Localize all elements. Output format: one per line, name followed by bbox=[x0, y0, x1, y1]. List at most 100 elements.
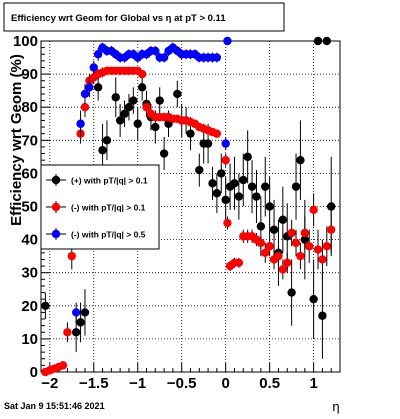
data-point bbox=[159, 149, 169, 158]
data-point bbox=[283, 258, 292, 267]
x-tick-label: 0.5 bbox=[259, 375, 280, 392]
data-point bbox=[278, 265, 288, 274]
data-point bbox=[239, 175, 248, 185]
data-point bbox=[318, 255, 327, 264]
x-tick-labels: −2 −1.5 −1 −0.5 0 0.5 1 bbox=[41, 375, 318, 392]
legend-marker bbox=[51, 175, 61, 185]
data-point bbox=[93, 50, 103, 59]
data-point bbox=[80, 103, 90, 112]
data-point bbox=[124, 103, 134, 112]
data-point bbox=[71, 308, 81, 317]
legend-label: (-) with pT/|q| > 0.1 bbox=[71, 203, 146, 213]
data-point bbox=[203, 139, 213, 148]
data-point bbox=[115, 116, 125, 125]
data-points bbox=[41, 36, 336, 377]
y-axis-label: Efficiency wrt Geom (%) bbox=[8, 54, 25, 226]
data-point bbox=[265, 202, 274, 211]
y-tick-label: 70 bbox=[21, 132, 38, 149]
data-point bbox=[252, 192, 261, 201]
y-tick-labels: 0 10 20 30 40 50 60 70 80 90 100 bbox=[13, 33, 38, 381]
data-point bbox=[76, 318, 85, 327]
data-point bbox=[300, 228, 310, 238]
data-point bbox=[287, 228, 296, 238]
data-point bbox=[41, 301, 50, 310]
data-point bbox=[313, 36, 323, 46]
data-point bbox=[274, 251, 283, 261]
data-point bbox=[63, 328, 72, 337]
data-point bbox=[208, 179, 217, 188]
legend-marker bbox=[51, 202, 61, 212]
y-tick-label: 90 bbox=[21, 66, 38, 83]
y-tick-label: 10 bbox=[21, 331, 38, 348]
data-point bbox=[318, 311, 327, 320]
data-point bbox=[212, 53, 222, 62]
data-point bbox=[89, 63, 98, 72]
y-tick-label: 60 bbox=[21, 165, 38, 182]
data-point bbox=[278, 215, 288, 224]
data-point bbox=[186, 129, 195, 138]
data-point bbox=[137, 69, 147, 79]
data-point bbox=[223, 36, 232, 46]
legend: (+) with pT/|q| > 0.1 (-) with pT/|q| > 0… bbox=[40, 164, 160, 250]
data-point bbox=[322, 36, 332, 46]
timestamp: Sat Jan 9 15:51:46 2021 bbox=[4, 401, 105, 411]
data-point bbox=[137, 83, 147, 92]
data-point bbox=[243, 152, 252, 162]
data-point bbox=[287, 288, 296, 297]
title-box bbox=[3, 2, 285, 32]
series-2 bbox=[41, 66, 336, 377]
x-tick-label: −1.5 bbox=[79, 375, 109, 392]
data-point bbox=[234, 192, 244, 201]
data-point bbox=[327, 225, 336, 234]
data-point bbox=[159, 53, 169, 62]
data-point bbox=[217, 169, 226, 178]
x-tick-label: 0 bbox=[222, 375, 230, 392]
data-point bbox=[230, 179, 239, 188]
data-point bbox=[151, 46, 160, 56]
chart-title: Efficiency wrt Geom for Global vs η at p… bbox=[11, 13, 226, 24]
data-point bbox=[261, 182, 270, 191]
data-point bbox=[133, 119, 142, 128]
y-tick-label: 40 bbox=[21, 232, 38, 249]
data-point bbox=[261, 248, 270, 258]
data-point bbox=[93, 83, 103, 92]
data-point bbox=[265, 242, 274, 251]
data-point bbox=[142, 103, 151, 112]
data-point bbox=[212, 189, 222, 198]
data-point bbox=[173, 89, 182, 99]
data-point bbox=[291, 182, 301, 191]
data-point bbox=[85, 83, 94, 92]
data-point bbox=[291, 238, 301, 248]
data-point bbox=[296, 155, 305, 165]
data-point bbox=[155, 96, 164, 105]
data-point bbox=[305, 242, 314, 251]
data-point bbox=[313, 245, 323, 254]
data-point bbox=[98, 146, 107, 155]
legend-marker bbox=[51, 229, 61, 239]
data-point bbox=[80, 89, 90, 99]
data-point bbox=[129, 96, 138, 105]
data-point bbox=[221, 155, 230, 165]
data-point bbox=[296, 251, 305, 261]
data-point bbox=[67, 251, 76, 261]
data-point bbox=[221, 139, 230, 148]
y-tick-label: 50 bbox=[21, 199, 38, 216]
legend-label: (-) with pT/|q| > 0.5 bbox=[71, 230, 146, 240]
series-3 bbox=[71, 36, 232, 323]
data-point bbox=[195, 165, 204, 175]
y-tick-label: 30 bbox=[21, 265, 38, 282]
x-tick-label: −2 bbox=[41, 375, 58, 392]
y-tick-label: 80 bbox=[21, 99, 38, 116]
data-point bbox=[269, 225, 279, 234]
data-point bbox=[151, 122, 160, 132]
data-point bbox=[76, 119, 85, 128]
data-point bbox=[102, 136, 112, 145]
data-point bbox=[111, 93, 120, 102]
data-point bbox=[234, 258, 244, 267]
data-point bbox=[256, 238, 266, 248]
y-tick-label: 20 bbox=[21, 298, 38, 315]
data-point bbox=[322, 242, 332, 251]
data-point bbox=[309, 205, 318, 215]
